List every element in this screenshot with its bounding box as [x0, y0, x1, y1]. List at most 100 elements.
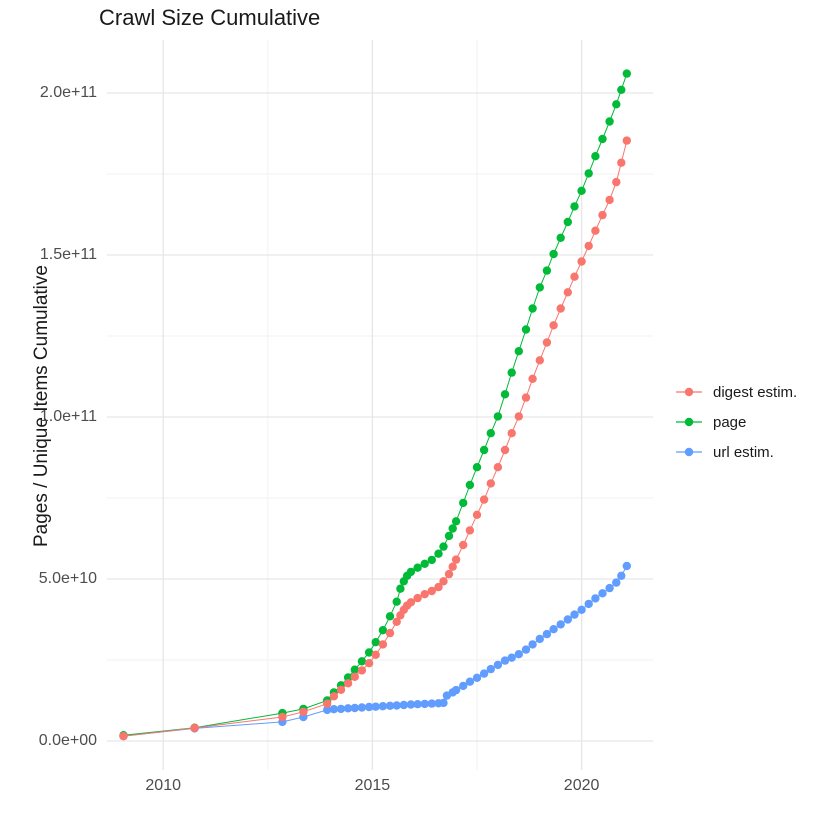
- data-point: [500, 445, 510, 455]
- data-point: [350, 703, 359, 713]
- data-point: [357, 703, 367, 712]
- data-point: [584, 169, 593, 178]
- data-point: [406, 700, 416, 709]
- data-point: [406, 567, 416, 577]
- gridlines: [107, 40, 653, 770]
- data-point: [323, 705, 332, 715]
- data-point: [556, 620, 565, 629]
- data-point: [427, 699, 436, 708]
- data-point: [399, 700, 408, 710]
- data-point: [413, 563, 422, 572]
- data-point: [570, 610, 579, 619]
- data-point: [528, 304, 537, 313]
- data-point: [500, 390, 510, 399]
- chart-title: Crawl Size Cumulative: [99, 5, 321, 30]
- data-point: [472, 673, 482, 682]
- data-point: [444, 531, 454, 541]
- data-point: [521, 325, 531, 334]
- x-tick-label: 2020: [563, 777, 600, 794]
- data-point: [459, 498, 468, 508]
- data-point: [434, 582, 443, 592]
- data-point: [439, 542, 448, 551]
- data-point: [329, 692, 339, 701]
- data-point: [507, 368, 516, 377]
- data-point: [371, 702, 380, 711]
- data-point: [528, 640, 537, 649]
- data-point: [570, 272, 579, 281]
- data-point: [622, 561, 631, 571]
- y-tick-label: 5.0e+10: [38, 570, 97, 587]
- data-point: [577, 186, 586, 195]
- data-point: [392, 701, 401, 710]
- data-point: [563, 288, 572, 297]
- data-point: [563, 615, 572, 624]
- data-point: [119, 731, 128, 741]
- data-point: [535, 356, 544, 365]
- data-point: [459, 681, 468, 691]
- data-point: [343, 704, 353, 713]
- data-point: [563, 217, 572, 227]
- data-point: [396, 584, 405, 593]
- data-point: [542, 266, 552, 275]
- data-point: [357, 666, 367, 675]
- data-point: [617, 158, 626, 167]
- data-point: [507, 653, 516, 662]
- data-point: [427, 586, 436, 596]
- data-point: [493, 412, 503, 421]
- data-point: [486, 429, 495, 438]
- data-point: [385, 628, 395, 638]
- data-point: [570, 202, 579, 211]
- series-url-estim: [119, 561, 631, 741]
- data-point: [420, 590, 429, 599]
- legend-key-page-icon: [676, 417, 702, 427]
- data-point: [378, 626, 388, 635]
- data-point: [420, 559, 429, 568]
- data-point: [385, 701, 395, 710]
- data-point: [584, 241, 593, 251]
- data-point: [472, 510, 482, 519]
- data-point: [439, 577, 448, 586]
- series-line-page: [123, 73, 628, 736]
- data-point: [500, 656, 510, 665]
- data-point: [598, 210, 607, 220]
- data-point: [434, 549, 443, 558]
- legend-item-page: page: [674, 407, 797, 437]
- data-point: [612, 177, 621, 187]
- data-point: [350, 665, 359, 674]
- data-point: [479, 669, 489, 678]
- data-point: [329, 705, 339, 714]
- data-point: [542, 338, 552, 347]
- legend-item-url-estim: url estim.: [674, 437, 797, 467]
- data-point: [427, 555, 436, 565]
- data-point: [451, 685, 461, 695]
- data-point: [542, 629, 552, 639]
- data-point: [472, 463, 482, 472]
- data-point: [479, 495, 489, 504]
- data-point: [392, 617, 401, 626]
- data-point: [357, 657, 367, 666]
- legend-key-url-icon: [676, 447, 702, 457]
- data-point: [556, 233, 565, 242]
- data-point: [514, 650, 523, 659]
- data-point: [612, 100, 621, 109]
- data-point: [479, 445, 489, 455]
- data-point: [364, 659, 374, 668]
- data-point: [577, 257, 586, 266]
- data-point: [413, 700, 422, 709]
- data-point: [420, 699, 429, 709]
- data-point: [549, 625, 558, 634]
- data-point: [278, 712, 287, 722]
- legend-key-digest-icon: [676, 387, 702, 397]
- data-point: [465, 526, 475, 535]
- data-point: [451, 517, 461, 526]
- series-page: [119, 69, 631, 740]
- data-point: [598, 134, 607, 144]
- data-point: [439, 698, 448, 708]
- data-point: [605, 117, 614, 126]
- data-point: [486, 664, 495, 674]
- data-point: [591, 226, 600, 235]
- data-point: [364, 702, 374, 712]
- data-point: [459, 540, 468, 550]
- data-point: [493, 660, 503, 670]
